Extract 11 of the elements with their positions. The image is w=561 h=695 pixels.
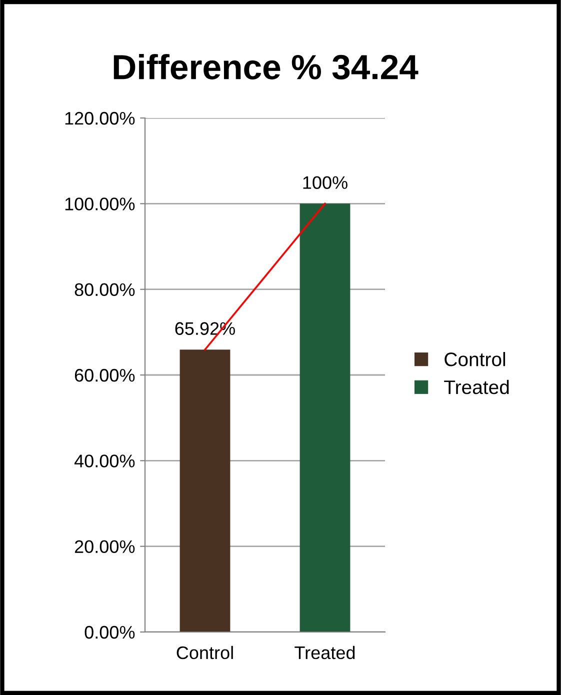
- y-tick-label: 100.00%: [65, 198, 135, 210]
- legend-label: Treated: [444, 380, 509, 394]
- y-tick-label: 40.00%: [74, 454, 135, 468]
- chart-title: Difference % 34.24: [114, 54, 418, 80]
- y-tick-label: 0.00%: [84, 626, 135, 639]
- legend-label: Control: [444, 352, 506, 366]
- y-tick-label: 80.00%: [74, 283, 135, 296]
- data-label: 100%: [303, 176, 348, 189]
- y-tick-label: 120.00%: [65, 112, 135, 125]
- y-tick-label: 60.00%: [74, 368, 135, 382]
- y-tick-label: 20.00%: [74, 540, 135, 554]
